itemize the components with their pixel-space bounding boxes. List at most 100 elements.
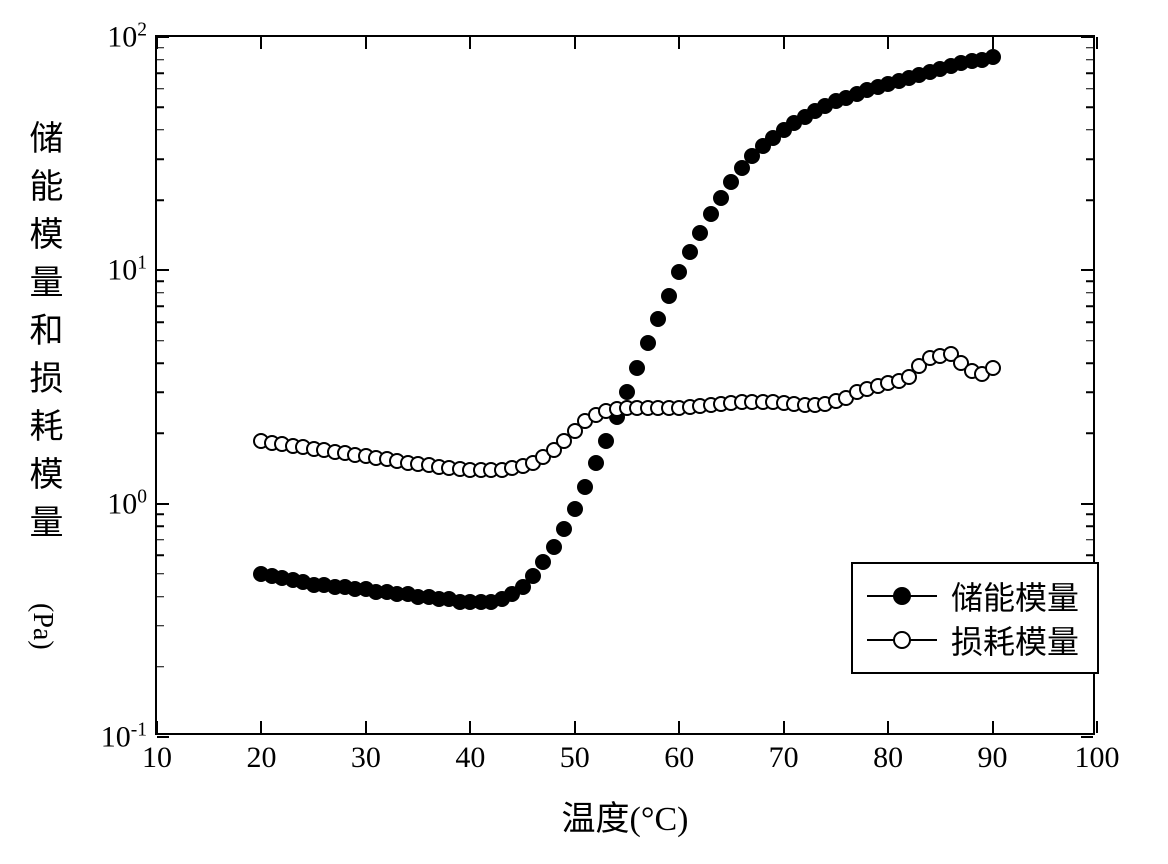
x-tick-label: 60: [664, 741, 694, 775]
x-tick-top: [887, 37, 889, 49]
y-tick-right: [1081, 736, 1093, 738]
x-tick-label: 70: [769, 741, 799, 775]
x-tick-top: [260, 37, 262, 49]
x-tick-label: 50: [560, 741, 590, 775]
legend-row: 储能模量: [867, 574, 1079, 618]
y-minor-tick-right: [1086, 526, 1093, 528]
y-minor-tick: [157, 199, 164, 201]
y-minor-tick-right: [1086, 539, 1093, 541]
x-tick: [783, 721, 785, 733]
y-minor-tick: [157, 280, 164, 282]
y-tick-label: 101: [107, 253, 147, 288]
y-tick-right: [1081, 36, 1093, 38]
y-tick-label: 100: [107, 486, 147, 521]
y-minor-tick: [157, 526, 164, 528]
data-marker: [985, 49, 1001, 65]
y-minor-tick: [157, 306, 164, 308]
y-minor-tick: [157, 625, 164, 627]
y-minor-tick-right: [1086, 321, 1093, 323]
x-tick-top: [992, 37, 994, 49]
x-tick: [887, 721, 889, 733]
y-minor-tick: [157, 433, 164, 435]
x-tick-label: 90: [978, 741, 1008, 775]
data-marker: [650, 311, 666, 327]
legend-row: 损耗模量: [867, 618, 1079, 662]
y-tick: [157, 36, 169, 38]
y-tick: [157, 736, 169, 738]
data-marker: [692, 225, 708, 241]
x-axis-label-text: 温度(°C): [562, 801, 689, 838]
y-minor-tick-right: [1086, 292, 1093, 294]
y-tick-right: [1081, 503, 1093, 505]
data-marker: [556, 521, 572, 537]
x-tick: [156, 721, 158, 733]
y-tick: [157, 269, 169, 271]
y-minor-tick-right: [1086, 199, 1093, 201]
legend: 储能模量损耗模量: [851, 562, 1099, 674]
x-tick: [1096, 721, 1098, 733]
y-minor-tick-right: [1086, 158, 1093, 160]
x-tick: [365, 721, 367, 733]
x-tick-label: 20: [246, 741, 276, 775]
legend-label: 储能模量: [951, 573, 1079, 619]
y-minor-tick: [157, 539, 164, 541]
x-tick: [992, 721, 994, 733]
y-minor-tick-right: [1086, 47, 1093, 49]
x-tick: [574, 721, 576, 733]
x-tick-label: 80: [873, 741, 903, 775]
x-tick: [678, 721, 680, 733]
y-minor-tick-right: [1086, 392, 1093, 394]
legend-line: [867, 639, 937, 641]
x-tick-top: [678, 37, 680, 49]
y-minor-tick: [157, 362, 164, 364]
data-marker: [577, 479, 593, 495]
data-marker: [546, 539, 562, 555]
legend-label: 损耗模量: [951, 617, 1079, 663]
data-marker: [567, 501, 583, 517]
y-minor-tick-right: [1086, 280, 1093, 282]
y-minor-tick-right: [1086, 514, 1093, 516]
y-minor-tick: [157, 72, 164, 74]
y-tick: [157, 503, 169, 505]
y-minor-tick-right: [1086, 340, 1093, 342]
data-marker: [682, 244, 698, 260]
y-axis-label-main: 储能模量和损耗模量: [24, 120, 61, 552]
y-minor-tick: [157, 129, 164, 131]
data-marker: [525, 568, 541, 584]
legend-line: [867, 595, 937, 597]
y-minor-tick: [157, 59, 164, 61]
data-marker: [985, 360, 1001, 376]
x-axis-label: 温度(°C): [155, 791, 1095, 840]
y-minor-tick-right: [1086, 555, 1093, 557]
y-axis-label: 储能模量和损耗模量 (Pa): [18, 35, 67, 735]
data-marker: [588, 455, 604, 471]
y-minor-tick: [157, 321, 164, 323]
y-minor-tick: [157, 106, 164, 108]
y-minor-tick-right: [1086, 306, 1093, 308]
x-tick-top: [365, 37, 367, 49]
data-marker: [535, 554, 551, 570]
y-minor-tick-right: [1086, 59, 1093, 61]
data-marker: [723, 174, 739, 190]
y-minor-tick: [157, 292, 164, 294]
x-tick-label: 30: [351, 741, 381, 775]
x-tick: [469, 721, 471, 733]
y-tick-label: 102: [107, 20, 147, 55]
y-minor-tick-right: [1086, 433, 1093, 435]
y-minor-tick: [157, 573, 164, 575]
data-marker: [619, 384, 635, 400]
chart-container: 10203040506070809010010-1100101102 储能模量和…: [0, 0, 1168, 864]
y-minor-tick: [157, 666, 164, 668]
y-minor-tick-right: [1086, 88, 1093, 90]
x-tick-top: [574, 37, 576, 49]
legend-marker-icon: [893, 587, 911, 605]
data-marker: [703, 206, 719, 222]
y-minor-tick-right: [1086, 106, 1093, 108]
x-tick-label: 40: [455, 741, 485, 775]
data-marker: [629, 360, 645, 376]
y-minor-tick-right: [1086, 72, 1093, 74]
y-minor-tick: [157, 555, 164, 557]
data-marker: [598, 433, 614, 449]
y-minor-tick: [157, 596, 164, 598]
data-marker: [713, 190, 729, 206]
